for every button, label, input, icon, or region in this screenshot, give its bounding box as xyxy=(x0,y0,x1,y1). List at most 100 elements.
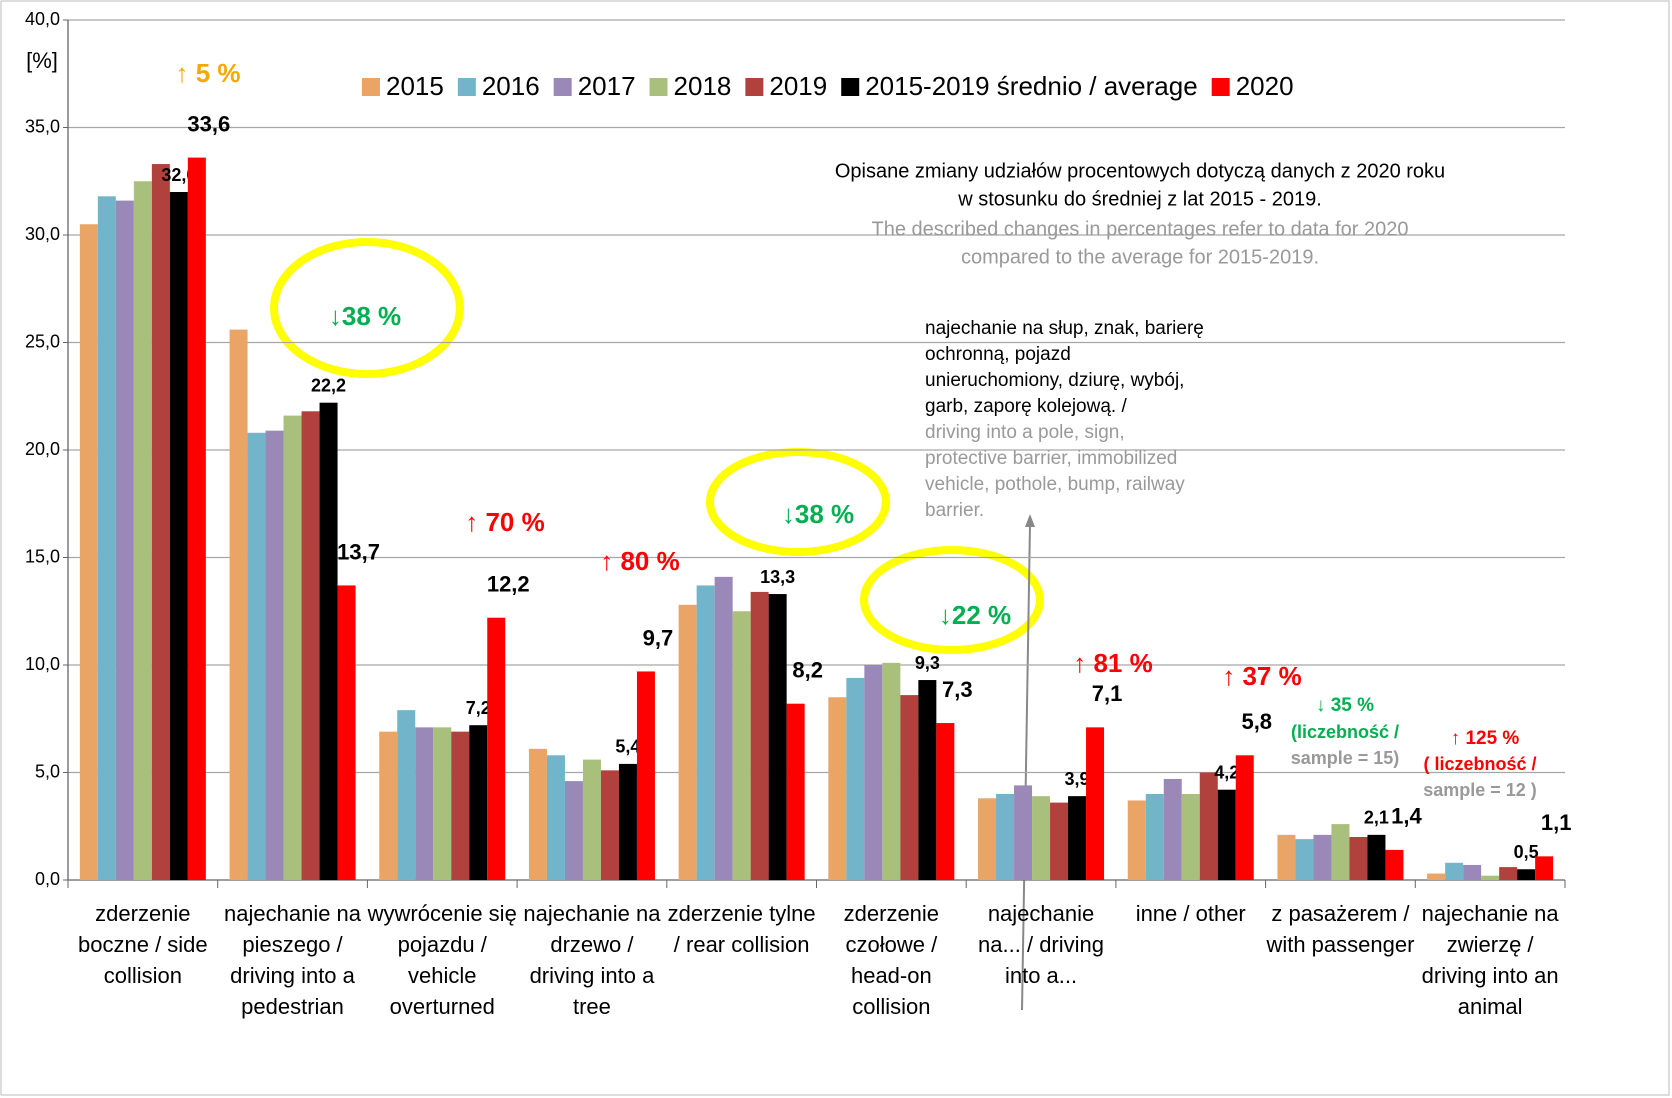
value-label: 7,1 xyxy=(1092,681,1123,706)
value-label: 3,9 xyxy=(1065,769,1090,789)
change-annotation: ↑ 81 % xyxy=(1073,648,1153,678)
legend-label: 2016 xyxy=(482,71,540,101)
sample-size: sample = 12 ) xyxy=(1423,780,1537,800)
bar xyxy=(864,665,883,880)
category-note-line: driving into a pole, sign, xyxy=(925,422,1125,443)
bar xyxy=(1199,772,1218,880)
legend-label: 2015-2019 średnio / average xyxy=(865,71,1197,101)
bar xyxy=(1032,796,1051,880)
change-annotation: ↑ 80 % xyxy=(600,546,680,576)
bar xyxy=(1535,856,1554,880)
bar xyxy=(846,677,865,880)
x-tick-label: najechanie na pieszego / driving into a … xyxy=(224,901,362,1019)
bar xyxy=(996,794,1015,880)
bar xyxy=(768,594,787,880)
bar xyxy=(469,725,488,880)
legend-swatch xyxy=(553,78,572,96)
x-tick-label: najechanie na... / driving into a... xyxy=(978,901,1104,988)
legend-label: 2015 xyxy=(386,71,444,101)
category-note-line: protective barrier, immobilized xyxy=(925,448,1177,469)
category-note-line: najechanie na słup, znak, barierę xyxy=(925,318,1204,339)
value-label: 13,7 xyxy=(337,539,380,564)
bar xyxy=(187,157,206,881)
value-label: 4,2 xyxy=(1214,762,1239,782)
bar xyxy=(229,329,248,881)
bar xyxy=(1181,794,1200,880)
value-label: 13,3 xyxy=(760,567,795,587)
value-label: 7,3 xyxy=(942,677,973,702)
y-axis-label: [%] xyxy=(26,48,58,73)
legend-swatch xyxy=(649,78,668,96)
bar xyxy=(786,703,805,880)
value-label: 1,4 xyxy=(1391,804,1422,829)
y-tick-label: 5,0 xyxy=(35,761,60,781)
value-label: 12,2 xyxy=(487,572,530,597)
legend-label: 2018 xyxy=(674,71,732,101)
note-line: Opisane zmiany udziałów procentowych dot… xyxy=(835,160,1445,182)
change-annotation: ↓38 % xyxy=(782,499,854,529)
sample-count: ( liczebność / xyxy=(1423,754,1536,774)
bar xyxy=(936,723,955,880)
bar xyxy=(1367,834,1386,880)
x-tick-label: zderzenie boczne / side collision xyxy=(78,901,208,988)
bar xyxy=(732,611,751,880)
change-annotation: ↓ 35 % xyxy=(1316,695,1374,716)
highlight-ellipse xyxy=(860,546,1044,654)
bar xyxy=(397,710,416,880)
y-tick-label: 0,0 xyxy=(35,869,60,889)
bar xyxy=(1068,796,1087,880)
bar xyxy=(1349,837,1368,880)
bar xyxy=(1427,873,1446,880)
bar xyxy=(714,576,733,880)
bar xyxy=(451,731,470,880)
legend-swatch xyxy=(841,78,860,96)
value-label: 1,1 xyxy=(1541,810,1572,835)
bar xyxy=(379,731,398,880)
bar xyxy=(678,604,697,880)
bar xyxy=(283,415,302,880)
legend-label: 2020 xyxy=(1236,71,1294,101)
y-tick-label: 40,0 xyxy=(25,9,60,29)
category-note-line: barrier. xyxy=(925,500,984,521)
y-tick-label: 20,0 xyxy=(25,439,60,459)
change-annotation: ↑ 37 % xyxy=(1222,661,1302,691)
y-tick-label: 10,0 xyxy=(25,654,60,674)
note-line: compared to the average for 2015-2019. xyxy=(961,246,1319,268)
bar xyxy=(433,727,452,880)
note-line: The described changes in percentages ref… xyxy=(871,218,1408,240)
value-label: 5,4 xyxy=(615,737,640,757)
category-note-line: unieruchomiony, dziurę, wybój, xyxy=(925,370,1184,391)
bar xyxy=(1014,785,1033,880)
x-tick-label: wywrócenie się pojazdu / vehicle overtur… xyxy=(367,901,517,1019)
bar xyxy=(582,759,601,880)
value-label: 22,2 xyxy=(311,375,346,395)
bar xyxy=(1331,824,1350,880)
bar xyxy=(618,763,637,880)
legend-swatch xyxy=(457,78,476,96)
bar xyxy=(1295,839,1314,880)
bar xyxy=(319,402,338,880)
x-tick-label: najechanie na zwierzę / driving into an … xyxy=(1421,901,1559,1019)
value-label: 32,0 xyxy=(161,165,196,185)
bar xyxy=(978,798,997,880)
bar xyxy=(301,411,320,880)
value-label: 7,2 xyxy=(466,698,491,718)
value-label: 9,7 xyxy=(643,625,674,650)
bar xyxy=(1163,778,1182,880)
note-arrow xyxy=(1021,523,1031,1011)
bar xyxy=(882,662,901,880)
y-tick-label: 30,0 xyxy=(25,224,60,244)
bar xyxy=(1086,727,1105,880)
bar xyxy=(564,781,583,880)
change-annotation: ↑ 5 % xyxy=(175,58,240,88)
bar xyxy=(151,164,170,881)
bar xyxy=(79,224,98,880)
bar xyxy=(1517,869,1536,880)
bar xyxy=(750,591,769,880)
change-annotation: ↓38 % xyxy=(329,301,401,331)
legend-swatch xyxy=(745,78,764,96)
bar xyxy=(1217,789,1236,880)
